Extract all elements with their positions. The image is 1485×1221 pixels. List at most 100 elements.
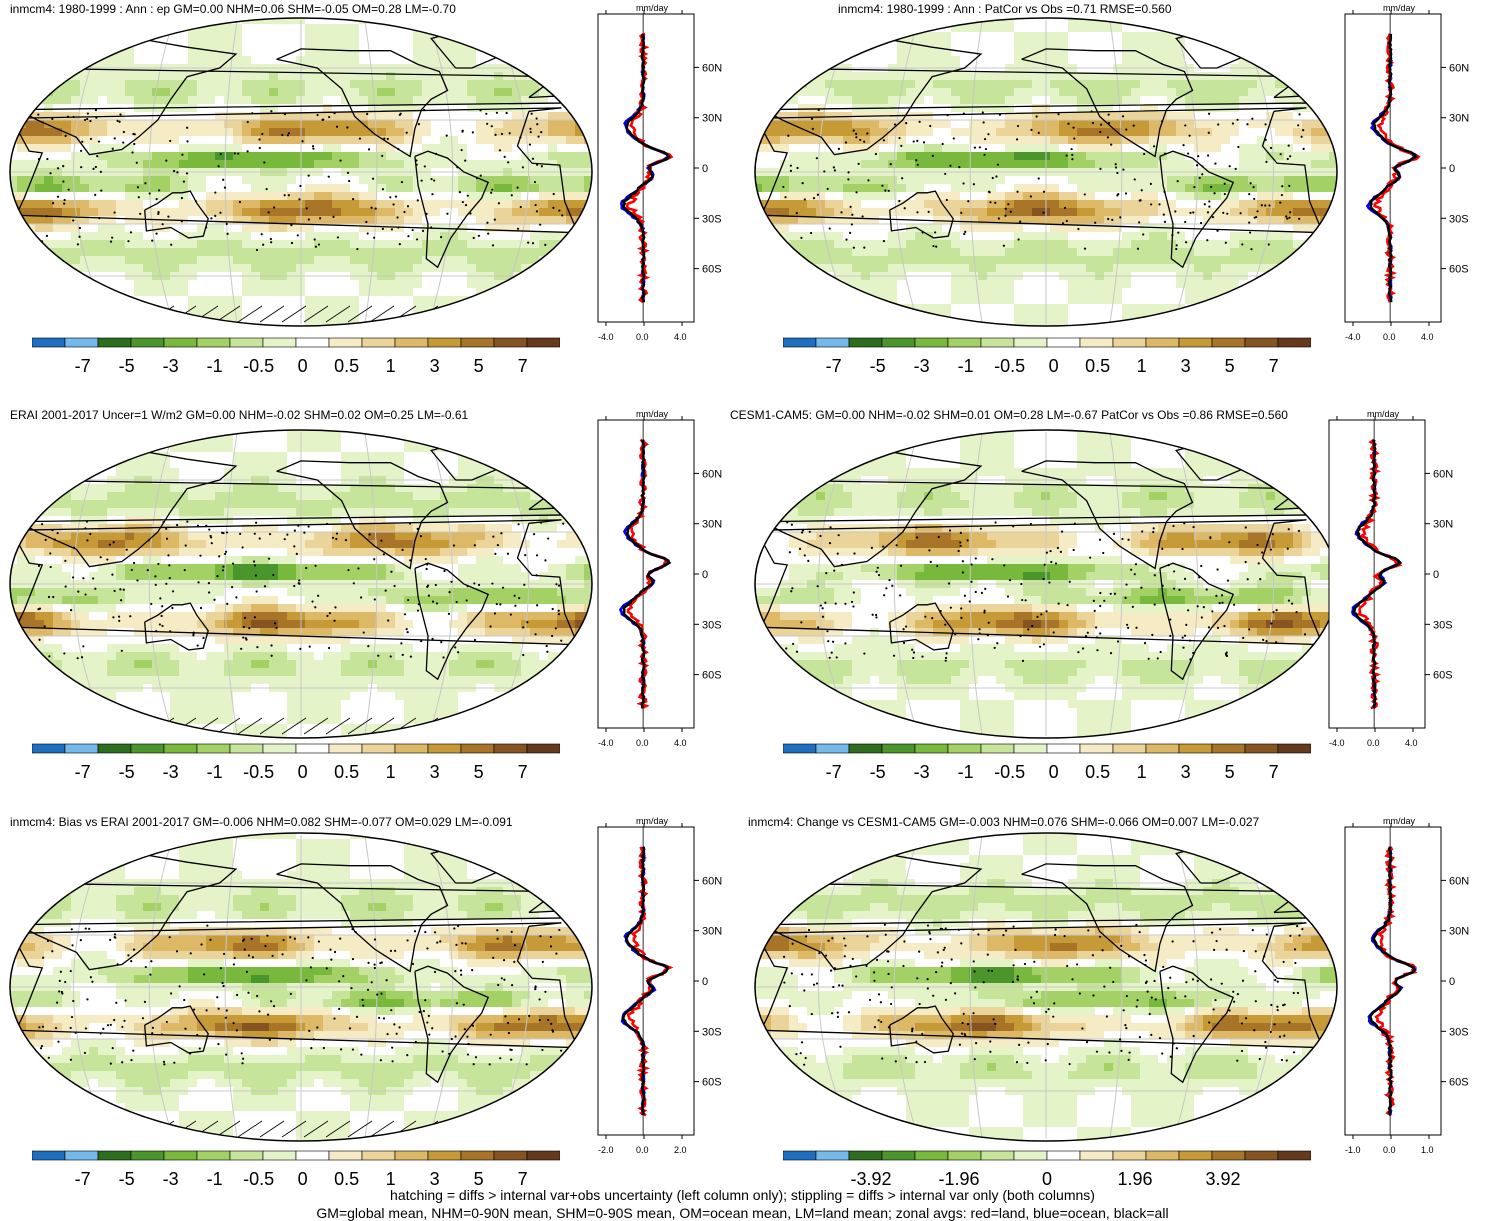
field-cell xyxy=(125,18,135,25)
field-cell xyxy=(1203,192,1213,201)
field-cell xyxy=(1131,200,1141,209)
field-cell xyxy=(197,136,207,145)
field-cell xyxy=(1248,48,1258,57)
field-cell xyxy=(539,96,549,105)
field-cell xyxy=(771,120,781,129)
field-cell xyxy=(260,56,270,65)
field-cell xyxy=(1158,200,1168,209)
field-cell xyxy=(377,160,387,169)
field-cell xyxy=(1230,200,1240,209)
field-cell xyxy=(1086,112,1096,121)
field-cell xyxy=(80,24,90,33)
field-cell xyxy=(1149,200,1159,209)
field-cell xyxy=(323,320,333,326)
field-cell xyxy=(89,248,99,257)
field-cell xyxy=(440,160,450,169)
field-cell xyxy=(1122,88,1132,97)
field-cell xyxy=(161,208,171,217)
field-cell xyxy=(143,144,153,153)
field-cell xyxy=(1131,208,1141,217)
field-cell xyxy=(404,208,414,217)
field-cell xyxy=(242,216,252,225)
field-cell xyxy=(825,152,835,161)
field-cell xyxy=(224,288,234,297)
field-cell xyxy=(26,248,36,257)
field-cell xyxy=(269,96,279,105)
field-cell xyxy=(377,128,387,137)
field-cell xyxy=(1032,248,1042,257)
field-cell xyxy=(1131,256,1141,265)
stipple-dot xyxy=(439,235,443,239)
field-cell xyxy=(978,184,988,193)
field-cell xyxy=(503,40,513,49)
field-cell xyxy=(278,136,288,145)
field-cell xyxy=(305,184,315,193)
field-cell xyxy=(269,72,279,81)
field-cell xyxy=(1302,152,1312,161)
field-cell xyxy=(494,24,504,33)
field-cell xyxy=(485,304,495,313)
field-cell xyxy=(215,112,225,121)
field-cell xyxy=(89,216,99,225)
field-cell xyxy=(1293,96,1303,105)
field-cell xyxy=(368,56,378,65)
stipple-dot xyxy=(113,211,116,214)
field-cell xyxy=(170,56,180,65)
field-cell xyxy=(179,136,189,145)
field-cell xyxy=(80,18,90,25)
field-cell xyxy=(1230,152,1240,161)
field-cell xyxy=(521,240,531,249)
stipple-dot xyxy=(258,138,261,141)
field-cell xyxy=(1311,24,1321,33)
field-cell xyxy=(206,312,216,321)
field-cell xyxy=(341,112,351,121)
field-cell xyxy=(1311,192,1321,201)
field-cell xyxy=(116,176,126,185)
stipple-dot xyxy=(421,229,425,232)
field-cell xyxy=(332,120,342,129)
field-cell xyxy=(1176,80,1186,89)
field-cell xyxy=(179,248,189,257)
field-cell xyxy=(62,56,72,65)
field-cell xyxy=(960,136,970,145)
stipple-dot xyxy=(251,112,254,115)
field-cell xyxy=(1185,56,1195,65)
field-cell xyxy=(951,48,961,57)
field-cell xyxy=(1302,18,1312,25)
field-cell xyxy=(1113,184,1123,193)
field-cell xyxy=(233,296,243,305)
field-cell xyxy=(89,152,99,161)
field-cell xyxy=(987,264,997,273)
field-cell xyxy=(251,128,261,137)
field-cell xyxy=(143,72,153,81)
field-cell xyxy=(1023,136,1033,145)
stipple-dot xyxy=(94,193,97,196)
field-cell xyxy=(395,192,405,201)
field-cell xyxy=(539,272,549,281)
field-cell xyxy=(215,24,225,33)
field-cell xyxy=(987,24,997,33)
field-cell xyxy=(1095,88,1105,97)
field-cell xyxy=(107,184,117,193)
field-cell xyxy=(242,56,252,65)
field-cell xyxy=(897,72,907,81)
field-cell xyxy=(53,56,63,65)
field-cell xyxy=(1086,80,1096,89)
field-cell xyxy=(755,224,763,233)
field-cell xyxy=(1320,64,1330,73)
field-cell xyxy=(1140,18,1150,25)
field-cell xyxy=(395,80,405,89)
field-cell xyxy=(152,128,162,137)
field-cell xyxy=(503,248,513,257)
field-cell xyxy=(1104,216,1114,225)
field-cell xyxy=(852,72,862,81)
field-cell xyxy=(152,96,162,105)
field-cell xyxy=(80,256,90,265)
field-cell xyxy=(341,304,351,313)
field-cell xyxy=(798,160,808,169)
field-cell xyxy=(152,208,162,217)
field-cell xyxy=(521,264,531,273)
field-cell xyxy=(197,152,207,161)
field-cell xyxy=(467,216,477,225)
field-cell xyxy=(1203,56,1213,65)
